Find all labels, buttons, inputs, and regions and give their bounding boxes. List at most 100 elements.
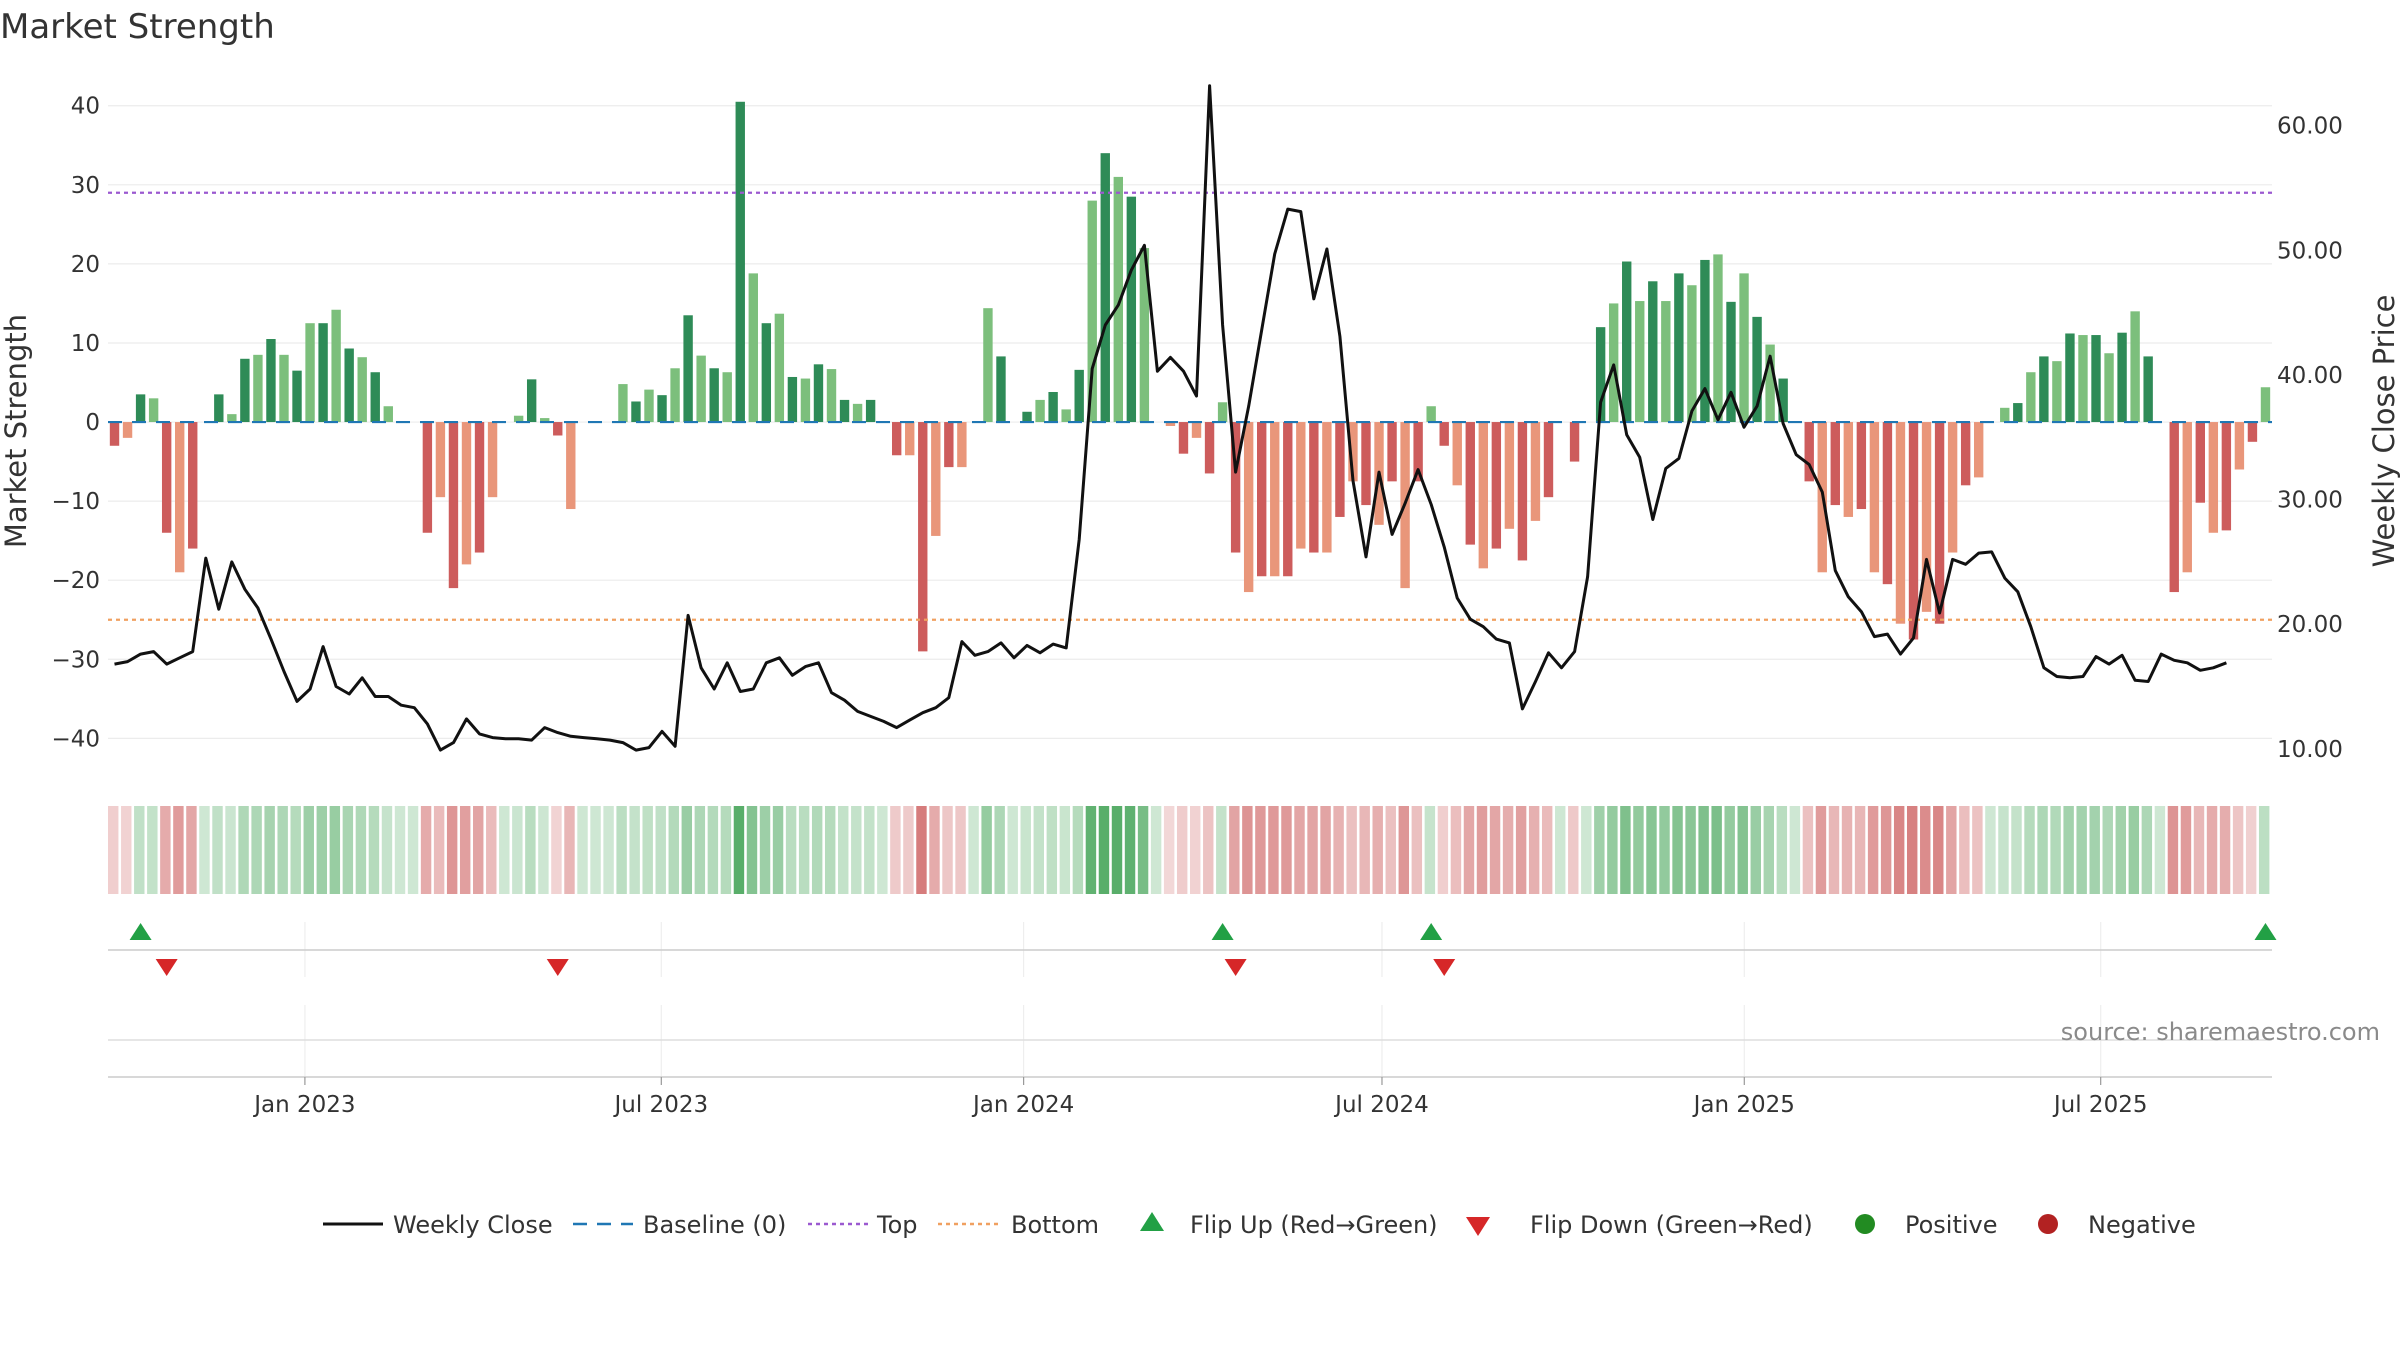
strength-bar <box>2182 422 2192 573</box>
heat-cell <box>1867 806 1879 894</box>
strength-bar <box>1022 411 1032 423</box>
strength-bar <box>1934 422 1945 624</box>
heat-cell <box>473 806 484 894</box>
heat-cell <box>824 806 836 894</box>
legend-item-weekly-close: Weekly Close <box>323 1211 553 1239</box>
legend-item-positive: Positive <box>1855 1211 1998 1239</box>
left-tick-label: 0 <box>85 410 100 436</box>
heat-cell <box>1568 806 1579 894</box>
strength-bar <box>644 389 654 423</box>
heat-cell <box>1020 806 1031 894</box>
heat-cell <box>2128 806 2140 894</box>
heat-cell <box>1294 806 1305 894</box>
right-tick-label: 20.00 <box>2277 612 2343 638</box>
strength-bar <box>826 369 837 423</box>
strength-bar <box>1452 422 1462 486</box>
heat-cell <box>1854 806 1866 894</box>
strength-bar <box>2208 422 2219 533</box>
strength-bar <box>813 364 824 423</box>
heat-cell <box>1333 806 1344 894</box>
strength-bar <box>1869 422 1880 573</box>
strength-bar <box>383 406 393 423</box>
date-tick-label: Jan 2023 <box>252 1092 355 1118</box>
strength-bar <box>2130 311 2140 423</box>
strength-bar <box>1569 422 1580 462</box>
strength-bar <box>696 355 706 423</box>
heat-cell <box>2102 806 2113 894</box>
heat-cell <box>798 806 810 894</box>
heat-cell <box>525 806 536 894</box>
strength-bar <box>2026 372 2036 423</box>
heat-cell <box>1424 806 1436 894</box>
strength-bar <box>448 422 459 589</box>
strength-bar <box>1530 422 1541 521</box>
strength-bar <box>1243 422 1254 593</box>
strength-bar <box>891 422 902 456</box>
heat-cell <box>1646 806 1657 894</box>
strength-bar <box>1700 259 1710 423</box>
heat-cell <box>1176 806 1188 894</box>
strength-bar <box>227 414 237 423</box>
strength-bar <box>2039 356 2049 423</box>
heat-cell <box>981 806 992 894</box>
heat-cell <box>1724 806 1735 894</box>
strength-bar <box>188 422 198 549</box>
strength-bar <box>1504 422 1515 529</box>
strength-bar <box>279 354 289 423</box>
heat-cell <box>1711 806 1722 894</box>
heat-cell <box>1802 806 1814 894</box>
strength-bar <box>1478 422 1489 569</box>
heat-cell <box>1737 806 1748 894</box>
heat-cell <box>2024 806 2035 894</box>
heat-cell <box>1685 806 1696 894</box>
strength-bar <box>2221 422 2232 531</box>
date-tick-label: Jul 2023 <box>613 1092 709 1118</box>
heat-cell <box>538 806 549 894</box>
heat-cell <box>1789 806 1801 894</box>
heat-cell <box>551 806 562 894</box>
date-tick-label: Jan 2025 <box>1692 1092 1795 1118</box>
strength-bar <box>1882 422 1893 585</box>
legend-item-negative: Negative <box>2038 1211 2196 1239</box>
heat-cell <box>1515 806 1527 894</box>
heat-cell <box>864 806 875 894</box>
heat-cell <box>1007 806 1018 894</box>
heat-cell <box>838 806 849 894</box>
strength-bar <box>2247 422 2258 442</box>
heat-cell <box>1372 806 1383 894</box>
right-tick-label: 60.00 <box>2277 114 2343 140</box>
left-tick-label: −40 <box>51 726 100 752</box>
heat-cell <box>186 806 197 894</box>
strength-bar <box>135 394 146 423</box>
strength-bar <box>1843 422 1854 517</box>
heat-cell <box>1190 806 1201 894</box>
heat-cell <box>1281 806 1292 894</box>
flip-down-icon <box>1466 1217 1490 1236</box>
date-tick-label: Jul 2024 <box>1333 1092 1429 1118</box>
strength-bar <box>1126 196 1137 423</box>
heat-cell <box>2154 806 2166 894</box>
heat-cell <box>1985 806 1996 894</box>
strength-bar <box>1270 422 1280 577</box>
strength-bar <box>748 273 758 423</box>
heat-cell <box>1920 806 1931 894</box>
heat-cell <box>707 806 719 894</box>
left-tick-label: −20 <box>51 568 100 594</box>
heat-cell <box>1229 806 1240 894</box>
strength-bar <box>1778 378 1788 423</box>
flip-up-marker <box>1211 923 1234 940</box>
heat-cell <box>2037 806 2048 894</box>
heat-cell <box>238 806 249 894</box>
heat-cell <box>1620 806 1631 894</box>
strength-bar <box>1296 422 1306 549</box>
heat-cell <box>1828 806 1840 894</box>
strength-bar <box>2000 407 2010 423</box>
strength-bar <box>1921 422 1932 612</box>
legend-label-top: Top <box>876 1211 918 1239</box>
strength-bar <box>657 395 667 423</box>
left-tick-label: 40 <box>71 94 100 120</box>
strength-bar <box>1426 406 1436 423</box>
strength-bar <box>2143 356 2153 423</box>
strength-bar <box>683 315 693 423</box>
heat-cell <box>303 806 314 894</box>
